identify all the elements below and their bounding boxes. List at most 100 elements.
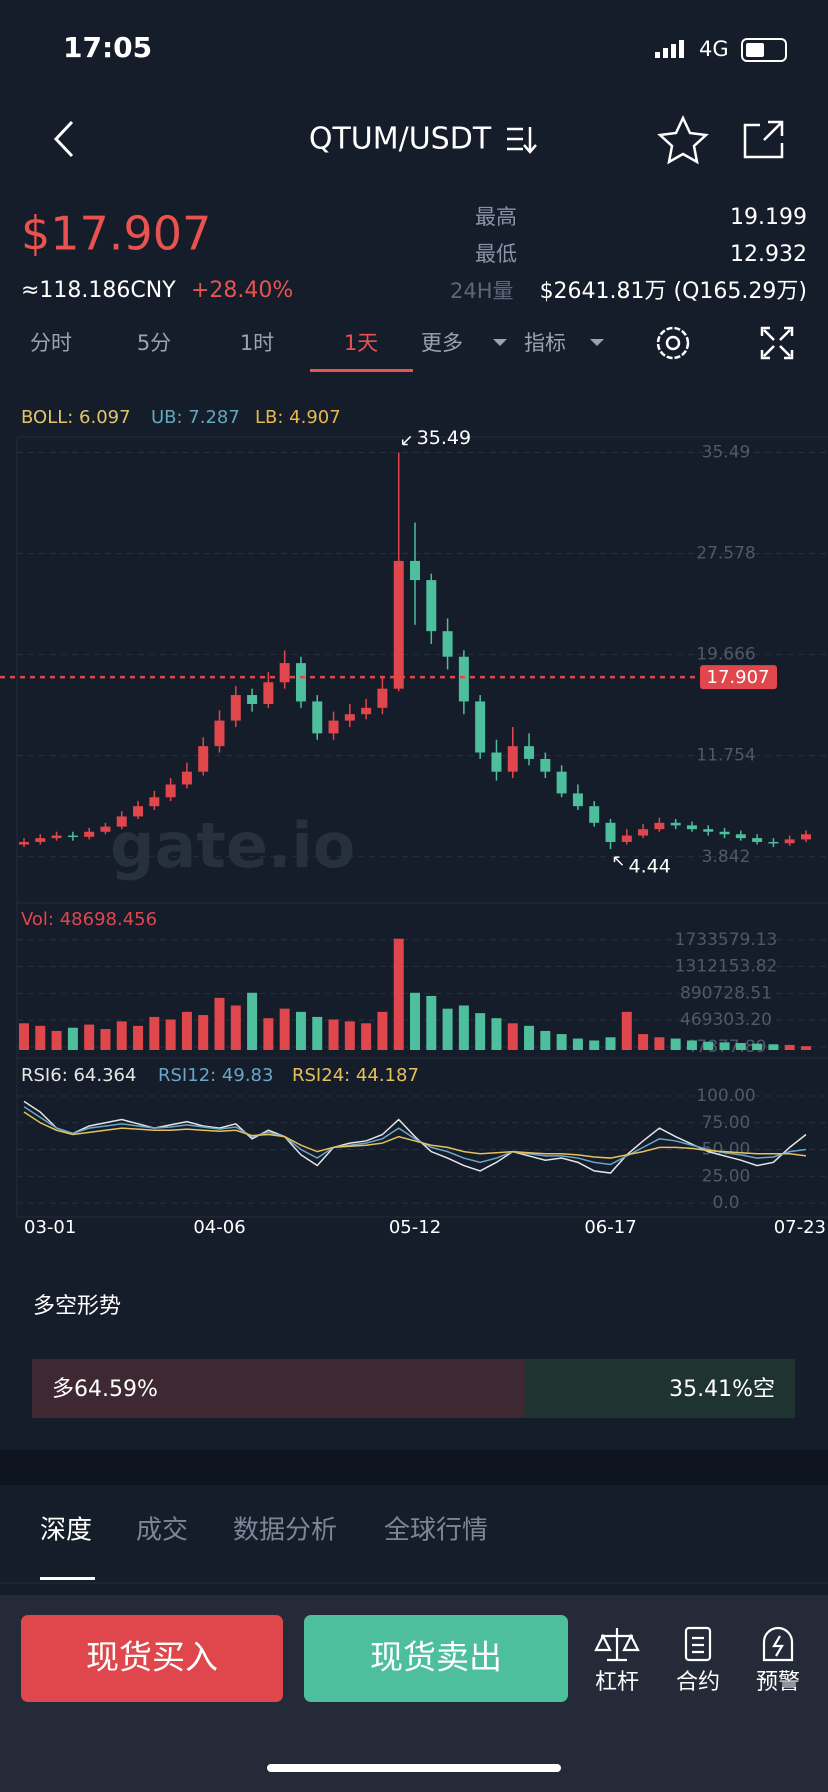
- candle-body: [638, 829, 649, 836]
- fullscreen-button[interactable]: [760, 326, 794, 360]
- y-tick-label: 100.00: [696, 1086, 755, 1106]
- settings-button[interactable]: [656, 326, 690, 360]
- candle-body: [442, 631, 453, 657]
- candle-body: [100, 826, 111, 832]
- candle-body: [344, 714, 355, 721]
- volume-bar: [621, 1011, 632, 1050]
- volume-bar: [393, 938, 404, 1050]
- pair-title[interactable]: QTUM/USDT: [309, 122, 492, 157]
- candle-body: [116, 816, 127, 827]
- volume-bar: [247, 992, 258, 1050]
- volume-bar: [84, 1024, 95, 1050]
- candle-body: [67, 835, 78, 838]
- volume-bar: [556, 1034, 567, 1050]
- candle-body: [426, 580, 437, 632]
- long-bar: [32, 1359, 525, 1418]
- dropdown-arrow: [590, 339, 604, 346]
- last-price-tag: [700, 665, 777, 690]
- share-button[interactable]: [743, 120, 784, 159]
- volume-bar: [572, 1038, 583, 1050]
- detail-tab[interactable]: 全球行情: [384, 1516, 488, 1546]
- candle-body: [605, 822, 616, 842]
- candle-body: [719, 831, 730, 835]
- rsi-line: [23, 1111, 807, 1159]
- candle-body: [556, 771, 567, 794]
- tab-underline: [310, 369, 413, 372]
- sell-button[interactable]: [304, 1615, 568, 1702]
- volume-bar: [35, 1025, 46, 1050]
- x-tick-label: 05-12: [389, 1217, 441, 1238]
- tool-label[interactable]: 杠杆: [595, 1670, 639, 1695]
- y-tick-label: 0.0: [712, 1193, 739, 1213]
- volume-bar: [328, 1019, 339, 1050]
- volume-bar: [279, 1008, 290, 1050]
- candle-body: [491, 752, 502, 772]
- volume-bar: [181, 1011, 192, 1050]
- candle-body: [214, 720, 225, 747]
- volume-bar: [312, 1016, 323, 1050]
- buy-button[interactable]: [21, 1615, 283, 1702]
- contract-icon[interactable]: [684, 1626, 712, 1662]
- candle-body: [393, 560, 404, 689]
- cny-price: ≈118.186CNY: [21, 278, 176, 303]
- candle-body: [198, 746, 209, 772]
- low-label: 最低: [475, 242, 517, 266]
- detail-tab[interactable]: 成交: [136, 1516, 188, 1546]
- volume-bar: [116, 1021, 127, 1050]
- detail-tab[interactable]: 数据分析: [233, 1516, 337, 1546]
- volume-bar: [67, 1027, 78, 1050]
- candle-body: [410, 560, 420, 581]
- signal-icon: [655, 40, 684, 58]
- switch-icon[interactable]: [507, 127, 537, 154]
- volume-bar: [719, 1042, 730, 1050]
- timeframe-tab[interactable]: 1天: [344, 331, 378, 355]
- timeframe-tab[interactable]: 分时: [30, 331, 72, 355]
- back-button[interactable]: [53, 120, 74, 158]
- volume-bar: [410, 992, 420, 1050]
- alert-icon[interactable]: [762, 1626, 794, 1662]
- candle-body: [295, 663, 306, 702]
- last-price: $17.907: [21, 207, 211, 261]
- timeframe-tab[interactable]: 指标: [524, 331, 566, 355]
- detail-tab[interactable]: 深度: [40, 1516, 92, 1546]
- y-tick-label: 3.842: [702, 847, 751, 867]
- timeframe-tab[interactable]: 更多: [421, 331, 463, 355]
- volume-bar: [165, 1019, 176, 1050]
- volume-bar: [344, 1021, 355, 1050]
- candle-body: [377, 688, 388, 708]
- candle-body: [230, 695, 241, 721]
- max-label: 35.49: [417, 427, 471, 449]
- volume-bar: [540, 1030, 551, 1050]
- tool-label[interactable]: 合约: [676, 1670, 720, 1695]
- volume-bar: [752, 1043, 763, 1050]
- candle-body: [686, 825, 697, 830]
- volume-bar: [361, 1023, 372, 1050]
- timeframe-tab[interactable]: 5分: [137, 331, 171, 355]
- volume-legend: Vol: 48698.456: [21, 909, 157, 930]
- volume-bar: [638, 1034, 649, 1050]
- tool-label[interactable]: 预警: [756, 1670, 800, 1695]
- volume-bar: [214, 997, 225, 1050]
- network: 4G: [699, 37, 729, 61]
- y-tick-label: 19.666: [696, 645, 755, 665]
- timeframe-tab[interactable]: 1时: [240, 331, 274, 355]
- candle-body: [35, 838, 46, 842]
- candle-body: [703, 829, 714, 832]
- section-divider: [0, 1450, 828, 1485]
- sell-label[interactable]: 现货卖出: [370, 1638, 502, 1677]
- favorite-button[interactable]: [657, 115, 709, 165]
- min-arrow: [613, 856, 624, 866]
- x-tick-label: 03-01: [24, 1217, 76, 1238]
- buy-label[interactable]: 现货买入: [86, 1638, 218, 1677]
- volume-bar: [230, 1005, 241, 1050]
- volume-bar: [768, 1044, 779, 1050]
- volume-bar: [426, 995, 437, 1050]
- candle-body: [247, 695, 258, 704]
- leverage-icon[interactable]: [594, 1628, 640, 1662]
- y-tick-label: 27.578: [696, 544, 755, 564]
- indicator-legend: LB: 4.907: [255, 407, 341, 428]
- battery: [741, 38, 787, 62]
- volume-bar: [100, 1029, 111, 1050]
- candle-body: [589, 806, 600, 823]
